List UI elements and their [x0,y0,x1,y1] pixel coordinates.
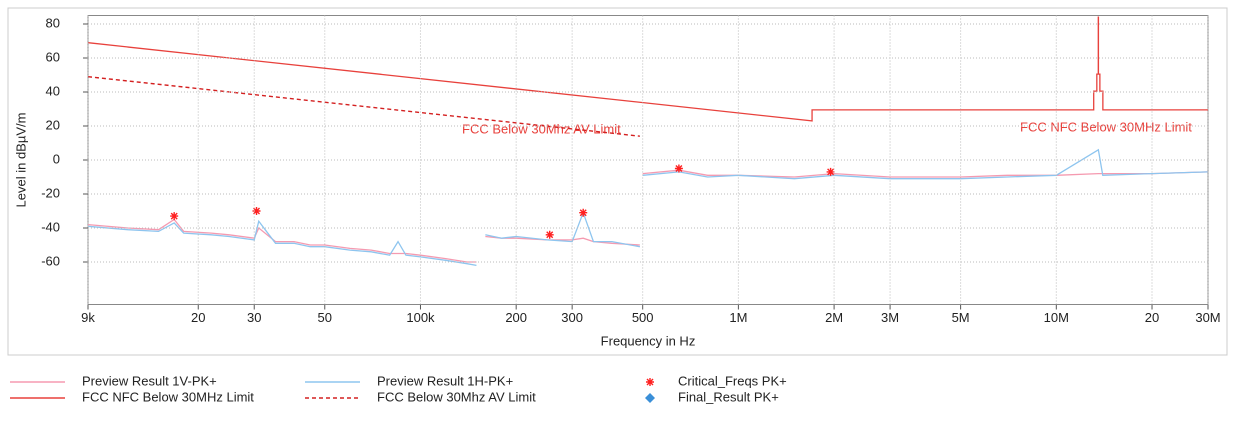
x-axis-label: Frequency in Hz [601,333,696,348]
legend-label: FCC NFC Below 30MHz Limit [82,389,254,404]
legend-label: Critical_Freqs PK+ [678,373,787,388]
series-line [88,169,1208,263]
legend-label: FCC Below 30Mhz AV Limit [377,389,536,404]
x-tick-label: 3M [881,310,899,325]
marker [252,207,261,215]
x-tick-label: 20 [1145,310,1159,325]
marker [170,212,179,221]
annotation: FCC Below 30Mhz AV Limit [462,121,621,136]
x-tick-label: 5M [952,310,970,325]
x-tick-label: 20 [191,310,205,325]
marker [579,208,588,217]
legend-label: Final_Result PK+ [678,389,779,404]
y-tick-label: 20 [46,117,60,132]
y-tick-label: -20 [41,185,60,200]
x-tick-label: 300 [561,310,583,325]
legend-swatch [645,393,655,403]
x-tick-label: 30M [1195,310,1220,325]
x-tick-label: 9k [81,310,95,325]
series-line [88,16,1208,122]
y-tick-label: -40 [41,219,60,234]
x-tick-label: 200 [505,310,527,325]
x-tick-label: 500 [632,310,654,325]
y-tick-label: 0 [53,151,60,166]
legend-label: Preview Result 1V-PK+ [82,373,217,388]
chart-frame [7,7,1228,356]
marker [826,167,835,176]
x-tick-label: 10M [1044,310,1069,325]
marker [674,164,683,173]
x-tick-label: 50 [318,310,332,325]
x-tick-label: 30 [247,310,261,325]
x-tick-label: 1M [729,310,747,325]
marker [545,230,554,239]
x-tick-label: 100k [406,310,435,325]
y-tick-label: -60 [41,253,60,268]
annotation: FCC NFC Below 30MHz Limit [1020,119,1192,134]
y-axis-label: Level in dBµV/m [13,113,28,208]
y-tick-label: 80 [46,15,60,30]
legend-label: Preview Result 1H-PK+ [377,373,513,388]
x-tick-label: 2M [825,310,843,325]
y-tick-label: 40 [46,83,60,98]
y-tick-label: 60 [46,49,60,64]
series-line [88,76,640,137]
legend-swatch [646,378,654,386]
